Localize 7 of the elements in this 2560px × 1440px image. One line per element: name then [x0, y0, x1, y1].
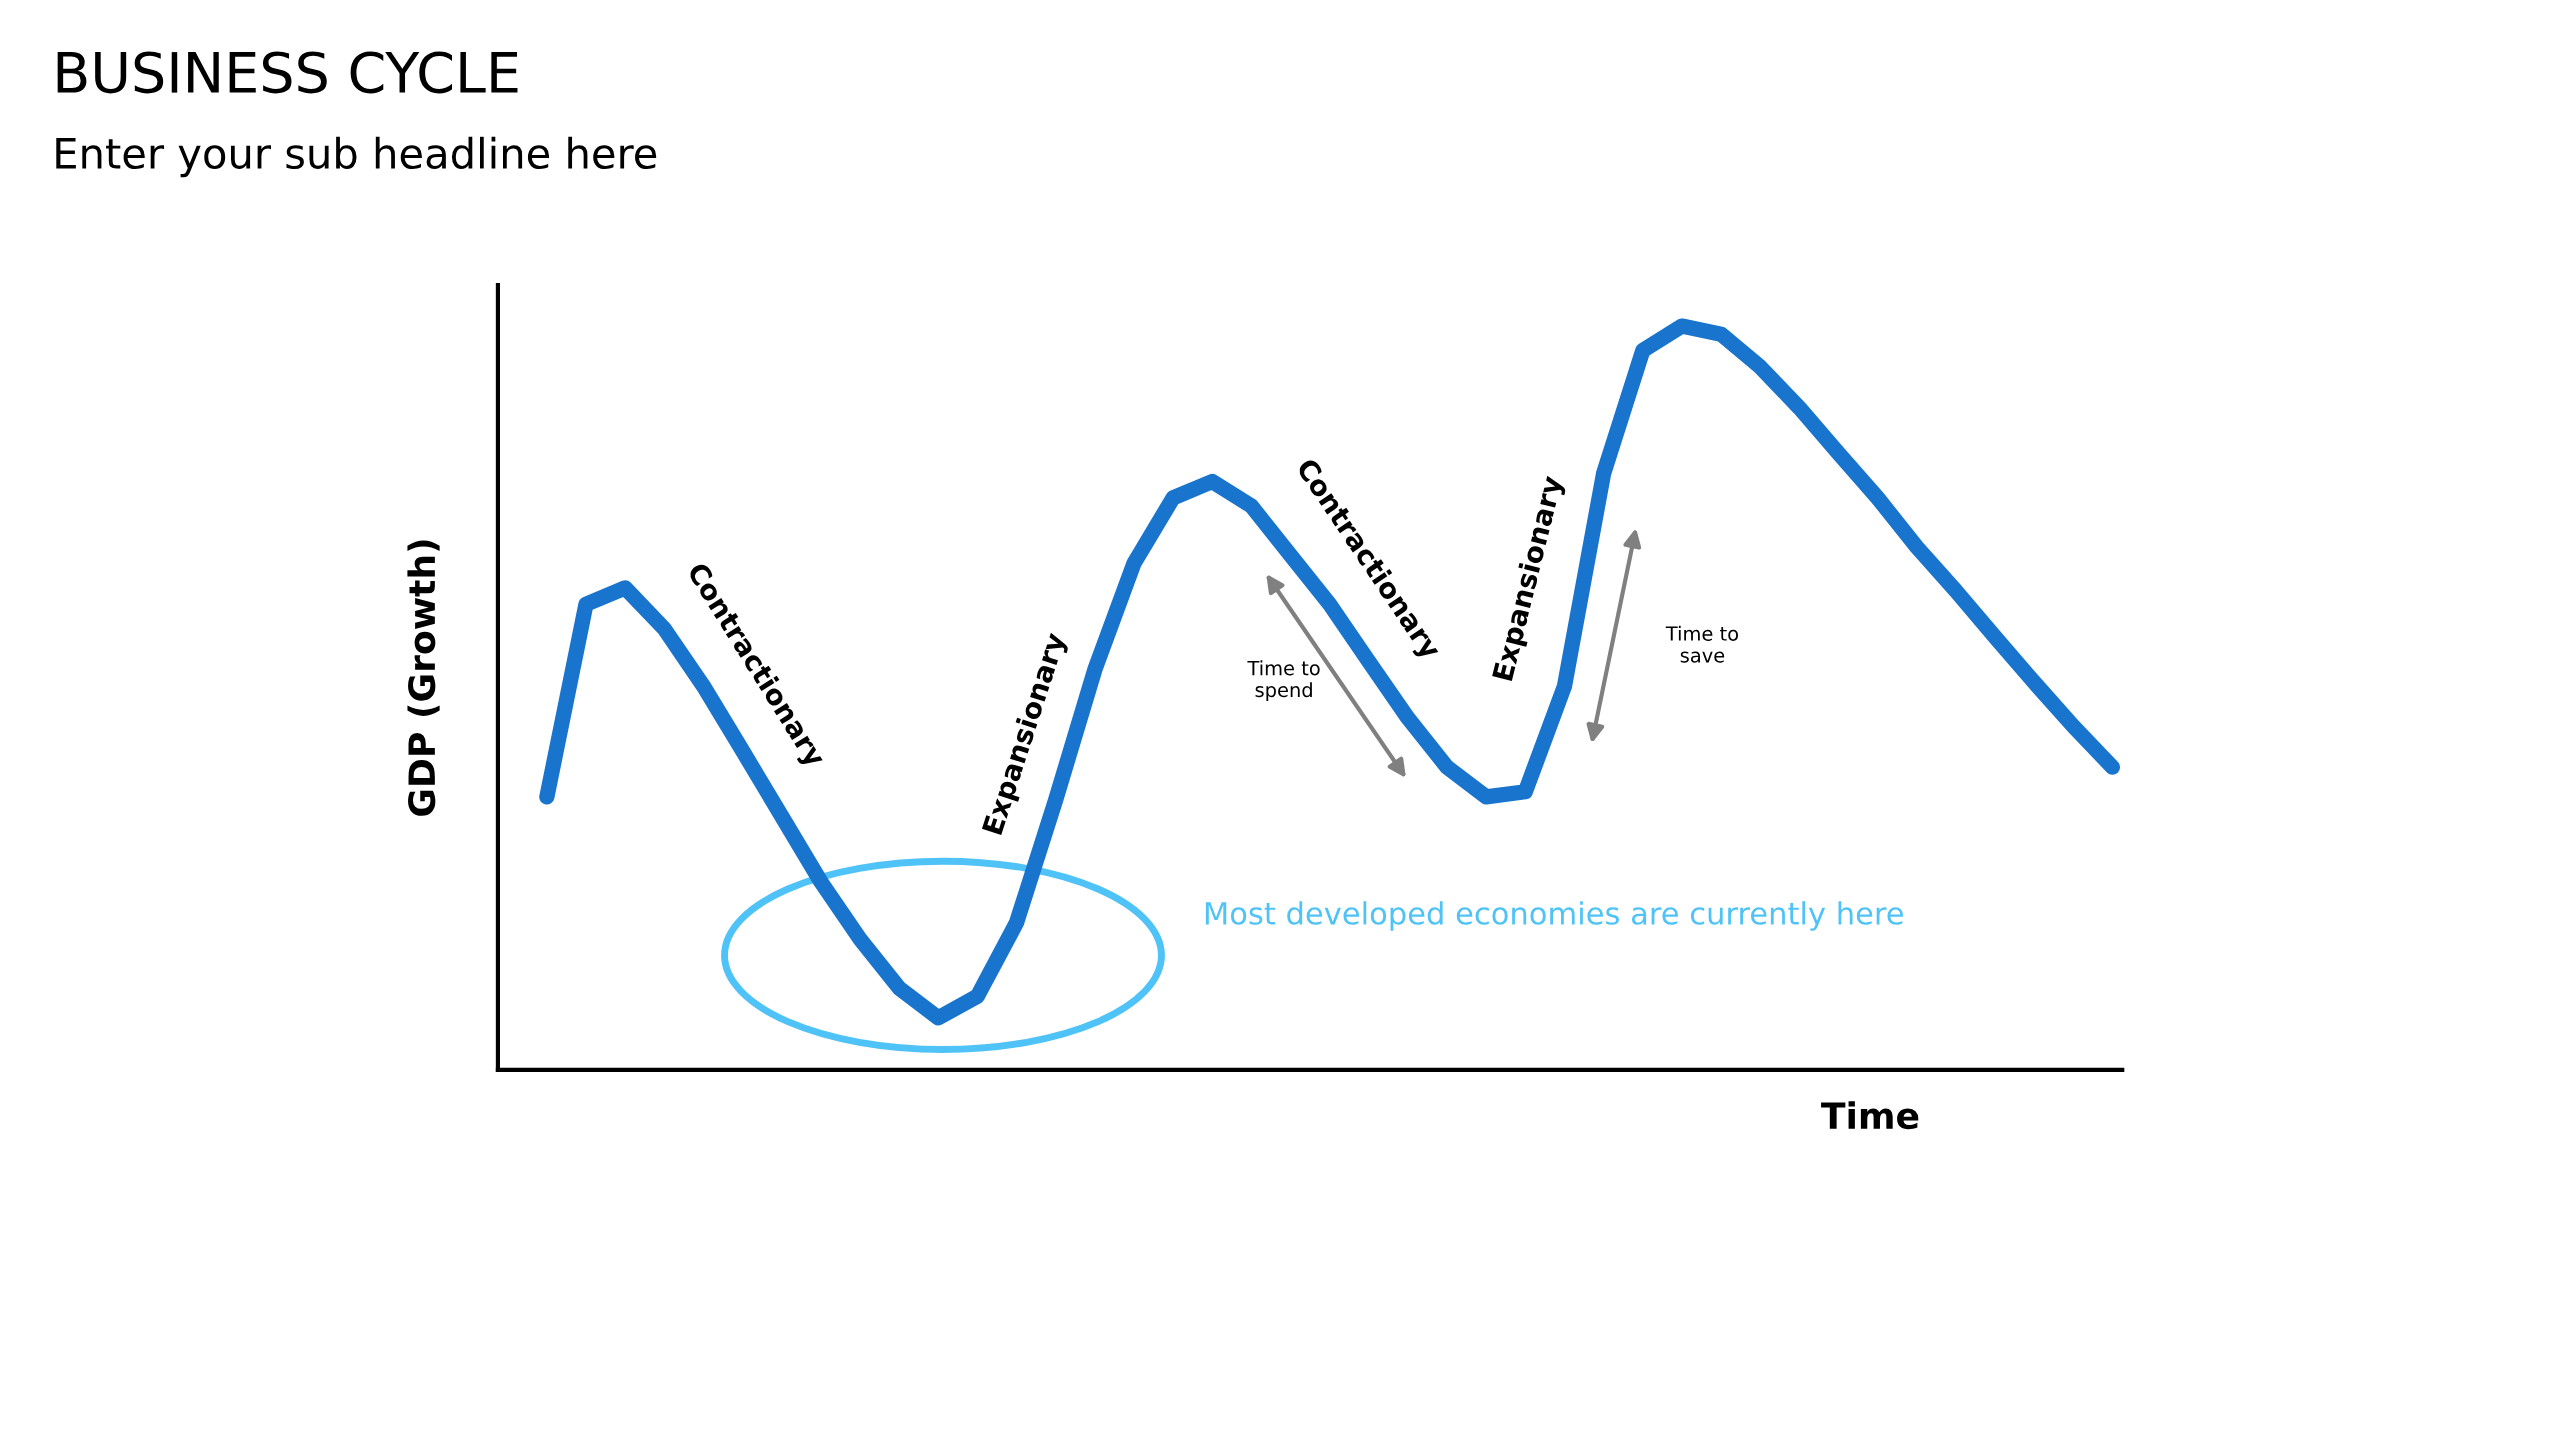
chart-title: BUSINESS CYCLE [57, 51, 518, 94]
annotation: Time to save [1665, 625, 1739, 663]
chart-subtitle: Enter your sub headline here [56, 136, 657, 178]
annotation: Time to spend [1247, 660, 1320, 701]
annotation: Most developed economies are currently here [1205, 901, 1903, 931]
x-axis-title: Time [1821, 1101, 1919, 1130]
y-axis-title: GDP (Growth) [407, 540, 440, 816]
